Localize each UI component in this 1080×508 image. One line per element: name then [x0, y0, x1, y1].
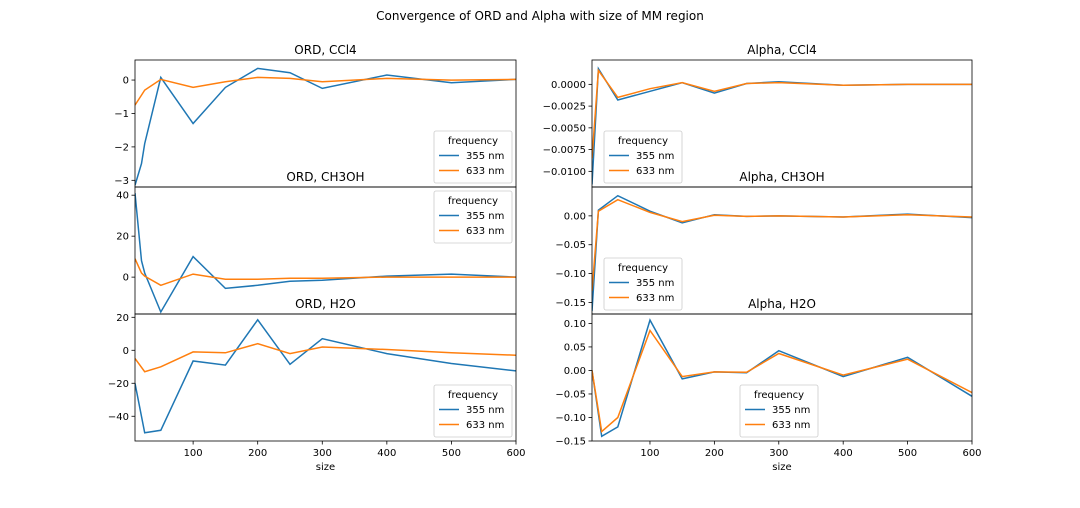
subplot-title: ORD, CH3OH: [286, 170, 364, 184]
legend-entry: 355 nm: [466, 405, 504, 416]
y-tick-label: 0: [123, 76, 129, 87]
legend: frequency 355 nm 633 nm: [433, 190, 513, 244]
x-tick-label: 200: [705, 448, 724, 459]
subplot-6: Alpha, H2O 0.10 0.05 0.00 −0.05 −0.10 −0.15 100…: [555, 297, 981, 473]
subplot-4: Alpha, CCl4 0.0000 −0.0025 −0.0050 −0.0075 −0…: [543, 43, 973, 188]
series-line-633-nm: [592, 198, 972, 291]
x-tick-label: 500: [442, 448, 461, 459]
y-tick-label: 0: [123, 273, 129, 284]
legend-entry: 633 nm: [466, 166, 504, 177]
y-tick-label: −0.15: [555, 437, 586, 448]
legend: frequency 355 nm 633 nm: [433, 130, 513, 184]
figure-suptitle: Convergence of ORD and Alpha with size o…: [376, 9, 704, 23]
y-tick-label: −0.0075: [543, 145, 586, 156]
series-line-633-nm: [135, 258, 516, 287]
legend-entry: 633 nm: [466, 226, 504, 237]
legend-title: frequency: [754, 390, 804, 401]
axes-frame: [134, 313, 517, 442]
y-tick-label: −3: [114, 176, 129, 187]
legend-title: frequency: [448, 196, 498, 207]
legend-entry: 355 nm: [466, 211, 504, 222]
series-line-355-nm: [135, 67, 516, 186]
y-tick-label: −0.0100: [543, 167, 586, 178]
series-line-633-nm: [592, 68, 972, 159]
series-line-633-nm: [135, 76, 516, 106]
x-axis-label: size: [316, 462, 335, 473]
legend: frequency 355 nm 633 nm: [603, 130, 683, 184]
x-tick-label: 400: [377, 448, 396, 459]
y-tick-label: 0.0000: [551, 80, 586, 91]
y-tick-label: −2: [114, 142, 129, 153]
legend-title: frequency: [448, 136, 498, 147]
subplot-title: Alpha, H2O: [748, 297, 816, 311]
x-tick-label: 100: [184, 448, 203, 459]
subplot-title: Alpha, CCl4: [747, 43, 816, 57]
y-tick-label: −0.05: [555, 240, 586, 251]
y-tick-label: −0.10: [555, 413, 586, 424]
y-tick-label: −0.15: [555, 298, 586, 309]
x-tick-label: 300: [769, 448, 788, 459]
subplot-1: ORD, CCl4 −3 −2 −1 0 frequency 355 nm 633 nm: [114, 43, 517, 188]
y-tick-label: 0.10: [564, 319, 586, 330]
subplot-title: Alpha, CH3OH: [739, 170, 824, 184]
legend-title: frequency: [448, 390, 498, 401]
legend-entry: 633 nm: [772, 420, 810, 431]
legend-entry: 633 nm: [466, 420, 504, 431]
y-tick-label: −0.10: [555, 269, 586, 280]
x-tick-label: 100: [640, 448, 659, 459]
y-tick-label: 0: [123, 346, 129, 357]
legend-entry: 633 nm: [636, 293, 674, 304]
series-line-355-nm: [135, 193, 516, 314]
y-tick-label: −1: [114, 109, 129, 120]
x-tick-label: 600: [506, 448, 525, 459]
legend-entry: 355 nm: [636, 151, 674, 162]
x-tick-label: 300: [313, 448, 332, 459]
x-axis-label: size: [772, 462, 791, 473]
subplot-title: ORD, H2O: [295, 297, 356, 311]
y-tick-label: 40: [116, 191, 129, 202]
subplot-2: ORD, CH3OH 0 20 40 frequency 355 nm 633 nm: [116, 170, 517, 315]
x-tick-label: 400: [834, 448, 853, 459]
series-line-633-nm: [135, 342, 516, 373]
x-tick-label: 500: [898, 448, 917, 459]
legend: frequency 355 nm 633 nm: [433, 384, 513, 438]
y-tick-label: 0.05: [564, 342, 586, 353]
legend-title: frequency: [618, 136, 668, 147]
y-tick-label: −20: [108, 379, 129, 390]
legend: frequency 355 nm 633 nm: [739, 384, 819, 438]
series-line-633-nm: [592, 328, 972, 434]
x-tick-label: 200: [248, 448, 267, 459]
legend-entry: 355 nm: [466, 151, 504, 162]
y-tick-label: −0.05: [555, 389, 586, 400]
y-tick-label: −0.0025: [543, 102, 586, 113]
y-tick-label: 0.00: [564, 366, 586, 377]
subplot-3: ORD, H2O −40 −20 0 20 100 200 300 400 500 600 size f…: [108, 297, 526, 473]
y-tick-label: −40: [108, 412, 129, 423]
legend-entry: 355 nm: [636, 278, 674, 289]
legend: frequency 355 nm 633 nm: [603, 257, 683, 311]
y-tick-label: 20: [116, 313, 129, 324]
y-tick-label: 20: [116, 232, 129, 243]
legend-entry: 355 nm: [772, 405, 810, 416]
axes-frame: [591, 313, 973, 442]
series-line-355-nm: [135, 318, 516, 434]
legend-entry: 633 nm: [636, 166, 674, 177]
legend-title: frequency: [618, 263, 668, 274]
y-tick-label: 0.00: [564, 211, 586, 222]
subplot-5: Alpha, CH3OH 0.00 −0.05 −0.10 −0.15 frequency…: [555, 170, 973, 315]
x-tick-label: 600: [962, 448, 981, 459]
subplot-title: ORD, CCl4: [294, 43, 356, 57]
y-tick-label: −0.0050: [543, 123, 586, 134]
